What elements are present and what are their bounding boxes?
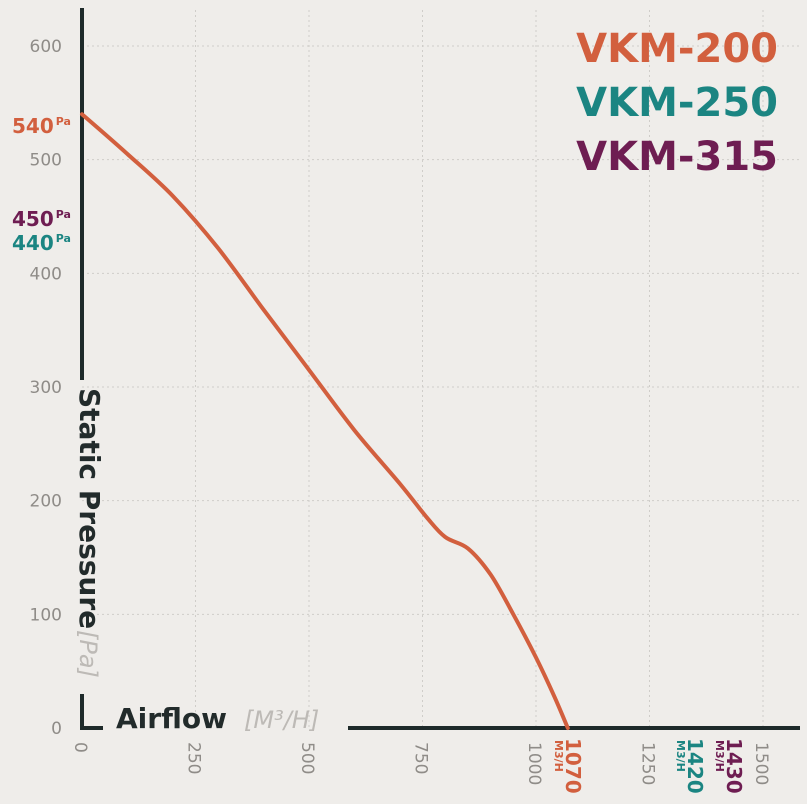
legend-entry: VKM-315	[576, 134, 778, 180]
y-marker-value: 450	[12, 207, 54, 231]
x-marker-unit: M3/H	[713, 740, 726, 772]
y-marker-value: 540	[12, 114, 54, 138]
y-marker-unit: Pa	[56, 115, 71, 128]
y-axis-unit: [Pa]	[74, 630, 102, 678]
legend-entry: VKM-250	[576, 80, 778, 126]
y-marker-label: 440 Pa	[12, 231, 71, 255]
series-line-vkm-200	[80, 112, 570, 730]
x-tick-label: 500	[297, 742, 317, 774]
y-tick-label: 200	[30, 492, 62, 512]
x-axis-title: Airflow	[116, 702, 227, 735]
y-marker-label: 540 Pa	[12, 114, 71, 138]
x-marker-value: 1420	[683, 738, 707, 794]
y-tick-label: 600	[30, 37, 62, 57]
x-marker-unit: M3/H	[674, 740, 687, 772]
x-marker-value: 1070	[561, 738, 585, 794]
y-tick-label: 400	[30, 264, 62, 284]
x-tick-label: 250	[184, 742, 204, 774]
y-marker-label: 450 Pa	[12, 207, 71, 231]
y-tick-label: 100	[30, 605, 62, 625]
axes	[80, 8, 800, 730]
x-tick-label: 750	[411, 742, 431, 774]
y-marker-value: 440	[12, 231, 54, 255]
y-tick-label: 500	[30, 151, 62, 171]
y-marker-unit: Pa	[56, 208, 71, 221]
y-tick-label: 300	[30, 378, 62, 398]
y-axis-title: Static Pressure	[73, 388, 106, 629]
x-tick-label: 1250	[638, 742, 658, 785]
x-marker-value: 1430	[722, 738, 746, 794]
x-tick-label: 1500	[751, 742, 771, 785]
x-axis-unit: [M³/H]	[244, 706, 319, 734]
y-marker-unit: Pa	[56, 232, 71, 245]
x-tick-label: 1000	[524, 742, 544, 785]
x-marker-unit: M3/H	[552, 740, 565, 772]
x-tick-label: 0	[70, 742, 90, 753]
legend: VKM-200 VKM-250 VKM-315	[576, 26, 778, 180]
y-tick-label: 0	[51, 719, 62, 739]
axis-titles: Airflow [M³/H] Static Pressure[Pa]	[73, 388, 319, 735]
series	[80, 112, 570, 730]
legend-entry: VKM-200	[576, 26, 778, 72]
tick-labels: 0 100 200 300 400 500 600 0 250 500 750 1000 1250 150…	[30, 37, 771, 785]
